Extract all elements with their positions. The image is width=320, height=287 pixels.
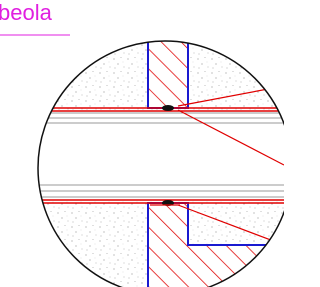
title: beola <box>0 0 53 25</box>
diagram: beola <box>0 0 284 287</box>
page: {"title": "beola"} beola <box>0 0 284 287</box>
seal <box>162 105 174 111</box>
wall-block <box>148 10 188 108</box>
